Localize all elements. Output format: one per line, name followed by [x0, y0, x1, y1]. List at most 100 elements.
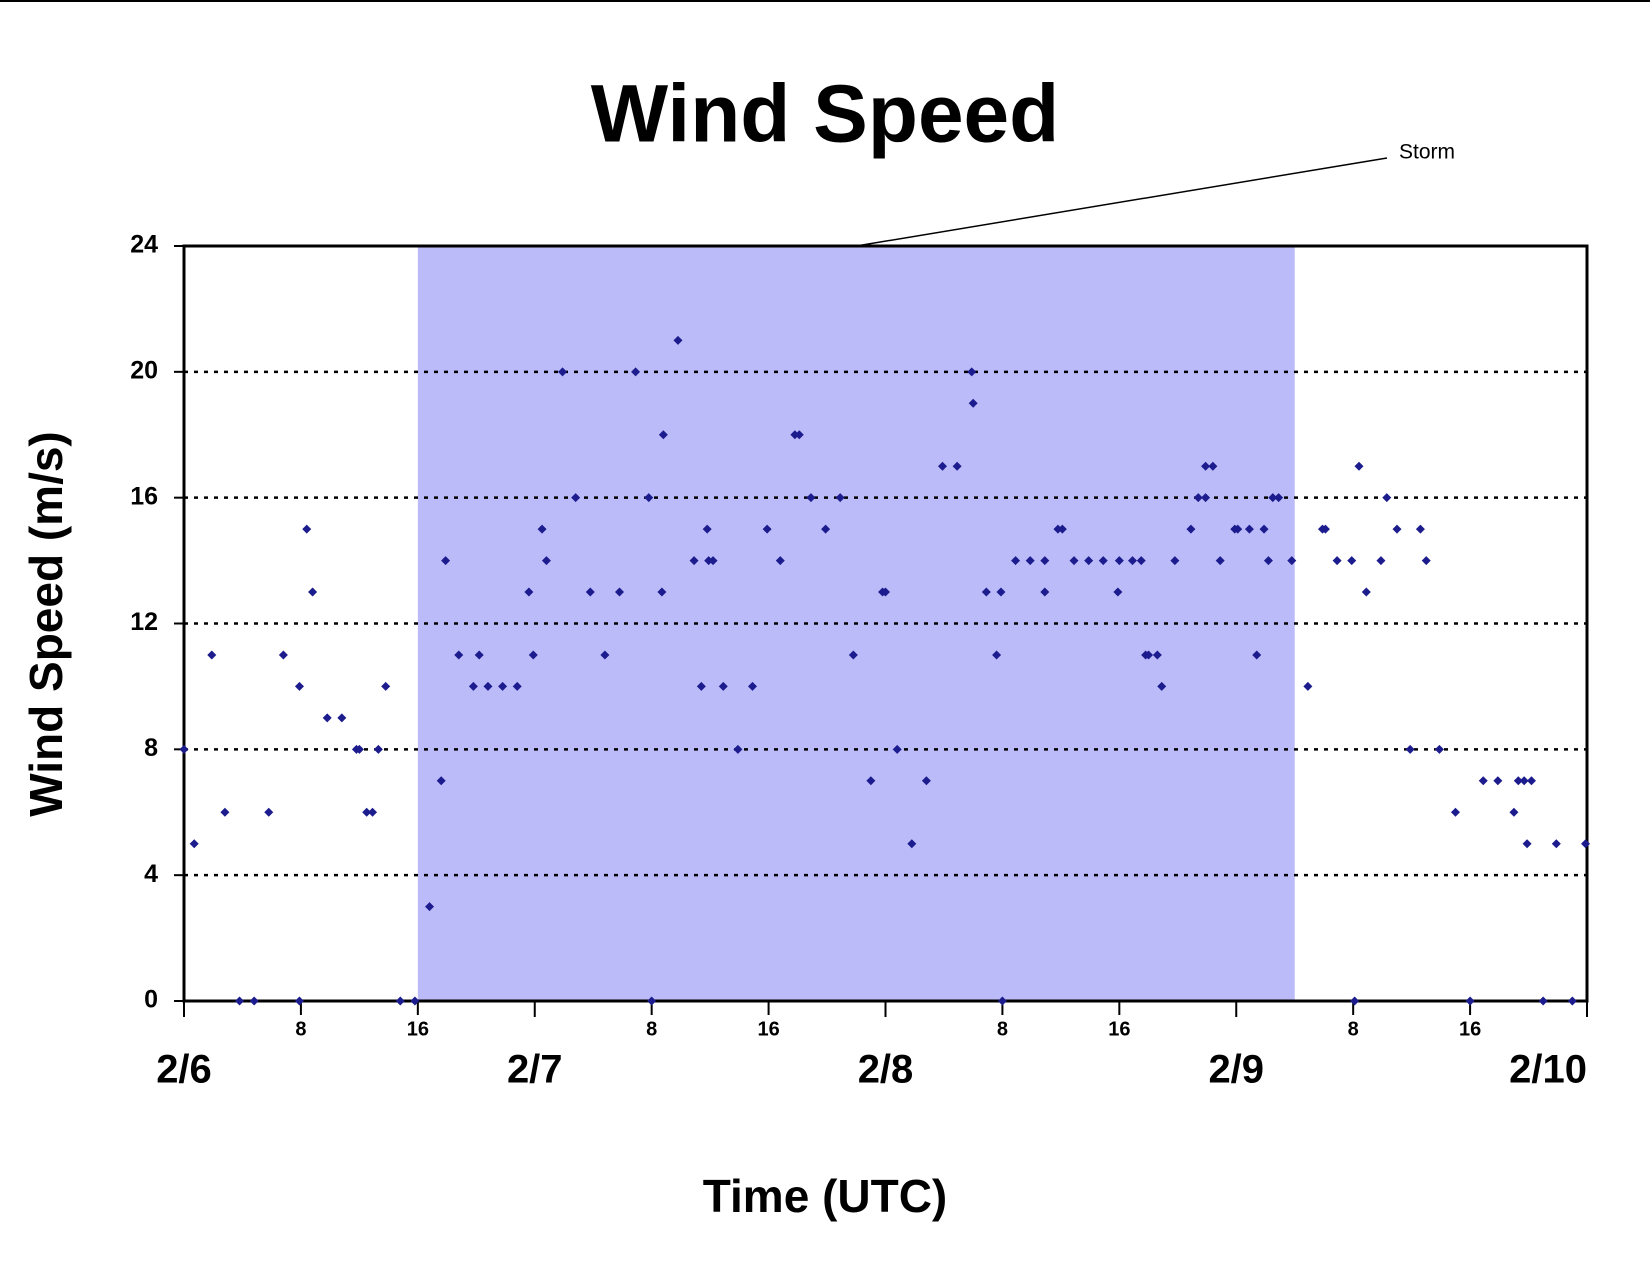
point [794, 430, 804, 440]
point [235, 996, 245, 1006]
date-label: 2/9 [1208, 1048, 1264, 1092]
point [1392, 524, 1402, 534]
point [220, 807, 230, 817]
point [1350, 996, 1360, 1006]
point [278, 650, 288, 660]
point [498, 681, 508, 691]
x-tick-label: 16 [1108, 1018, 1130, 1040]
y-axis-label: Wind Speed (m/s) [20, 431, 72, 817]
point [1252, 650, 1262, 660]
point [558, 367, 568, 377]
point [806, 493, 816, 503]
point [615, 587, 625, 597]
point [381, 681, 391, 691]
point [1354, 461, 1364, 471]
plot-frame [182, 244, 1589, 1003]
point [952, 461, 962, 471]
point [541, 556, 551, 566]
point [1193, 493, 1203, 503]
point [468, 681, 478, 691]
point [1581, 839, 1591, 849]
point [907, 839, 917, 849]
point [1538, 996, 1548, 1006]
point [1303, 681, 1313, 691]
x-axis-label: Time (UTC) [703, 1170, 948, 1222]
point [1274, 493, 1284, 503]
point [207, 650, 217, 660]
point [762, 524, 772, 534]
point [294, 681, 304, 691]
point [689, 556, 699, 566]
point [673, 335, 683, 345]
point [733, 744, 743, 754]
point [1152, 650, 1162, 660]
point [1434, 744, 1444, 754]
point [1415, 524, 1425, 534]
point [1244, 524, 1254, 534]
x-tick-label: 8 [295, 1018, 306, 1040]
point [1361, 587, 1371, 597]
point [1011, 556, 1021, 566]
point [1114, 556, 1124, 566]
point [410, 996, 420, 1006]
point [1170, 556, 1180, 566]
point [537, 524, 547, 534]
point [1332, 556, 1342, 566]
point [1201, 461, 1211, 471]
point [1157, 681, 1167, 691]
point [1382, 493, 1392, 503]
x-tick-label: 8 [1348, 1018, 1359, 1040]
point [1263, 556, 1273, 566]
point [1208, 461, 1218, 471]
point [647, 996, 657, 1006]
point [362, 807, 372, 817]
point [1519, 776, 1529, 786]
point [881, 587, 890, 597]
point [1493, 776, 1503, 786]
point [189, 839, 199, 849]
point [1320, 524, 1330, 534]
point [644, 493, 654, 503]
point [968, 398, 978, 408]
point [657, 587, 667, 597]
point [1465, 996, 1475, 1006]
point [1069, 556, 1079, 566]
y-tick-label: 20 [130, 356, 158, 384]
point [1513, 776, 1523, 786]
point [1127, 556, 1137, 566]
point [981, 587, 991, 597]
point [1522, 839, 1532, 849]
point [696, 681, 706, 691]
point [996, 587, 1006, 597]
x-tick-label: 8 [646, 1018, 657, 1040]
point [524, 587, 534, 597]
point [585, 587, 595, 597]
point [848, 650, 858, 660]
y-tick-label: 4 [144, 860, 158, 888]
point [1113, 587, 1123, 597]
point [1376, 556, 1386, 566]
point [1040, 587, 1050, 597]
point [866, 776, 876, 786]
point [718, 681, 728, 691]
point [1259, 524, 1269, 534]
x-tick-label: 16 [1459, 1018, 1481, 1040]
date-label: 2/7 [507, 1048, 563, 1092]
storm-label: Storm [1399, 141, 1455, 164]
point [1201, 493, 1211, 503]
point [425, 902, 435, 912]
point [373, 744, 383, 754]
point [454, 650, 464, 660]
y-tick-label: 12 [130, 608, 158, 636]
point [835, 493, 845, 503]
point [1025, 556, 1035, 566]
storm-leader [856, 157, 1388, 247]
point [1057, 524, 1067, 534]
point [1421, 556, 1431, 566]
point [308, 587, 318, 597]
point [512, 681, 522, 691]
point [302, 524, 312, 534]
point [1478, 776, 1488, 786]
point [967, 367, 977, 377]
